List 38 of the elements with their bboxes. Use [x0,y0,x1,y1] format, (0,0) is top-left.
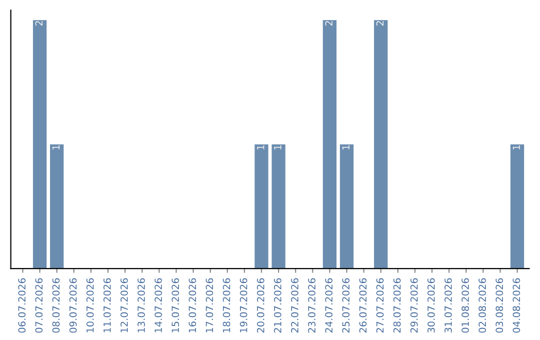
data-label: 1 [52,145,60,150]
x-tick-label: 23.07.2026 [308,278,316,333]
data-label: 1 [257,145,264,150]
data-label: 2 [35,21,42,26]
x-tick-label: 26.07.2026 [359,278,367,333]
x-tick-label: 21.07.2026 [274,278,282,333]
x-tick-label: 12.07.2026 [120,278,128,332]
data-label: 1 [512,145,520,150]
x-tick-label: 19.07.2026 [240,278,248,332]
x-tick-label: 31.07.2026 [444,278,452,333]
x-tick-label: 13.07.2026 [138,278,145,332]
data-label: 2 [325,21,332,26]
x-tick-label: 03.08.2026 [496,278,504,333]
x-tick-label: 30.07.2026 [427,278,435,333]
x-tick-label: 16.07.2026 [188,278,196,332]
data-label: 2 [376,21,384,26]
x-tick-label: 10.07.2026 [86,278,94,332]
data-label: 1 [342,145,350,150]
x-tick-label: 28.07.2026 [393,278,401,333]
x-tick-label: 25.07.2026 [342,278,350,333]
x-tick-label: 01.08.2026 [462,278,469,333]
x-tick-label: 20.07.2026 [256,278,264,333]
data-label: 1 [274,145,282,150]
x-tick-label: 29.07.2026 [410,278,418,333]
x-tick-label: 02.08.2026 [478,278,486,333]
x-tick-label: 09.07.2026 [69,278,77,333]
x-tick-label: 06.07.2026 [18,278,26,333]
x-tick-label: 27.07.2026 [376,278,384,333]
x-tick-label: 04.08.2026 [512,278,520,333]
x-tick-label: 24.07.2026 [325,278,333,333]
x-tick-label: 17.07.2026 [206,278,214,332]
x-tick-label: 07.07.2026 [35,278,43,333]
x-tick-label: 22.07.2026 [291,278,298,333]
x-tick-label: 15.07.2026 [172,278,180,332]
x-tick-label: 18.07.2026 [222,278,230,332]
x-tick-label: 14.07.2026 [154,278,162,332]
x-tick-label: 08.07.2026 [52,278,60,333]
x-tick-label: 11.07.2026 [103,278,111,332]
